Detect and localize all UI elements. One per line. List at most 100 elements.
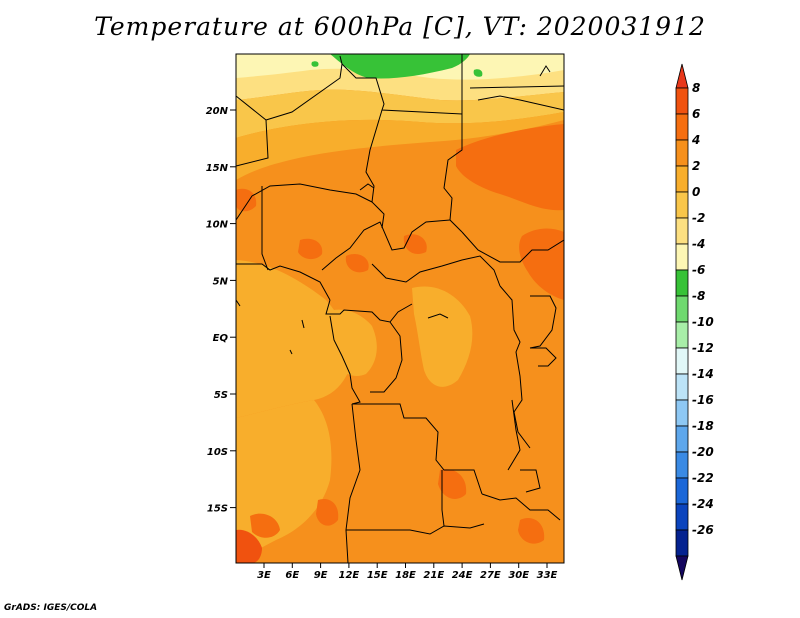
colorbar-segment — [675, 529, 689, 557]
lon-label: 18E — [395, 570, 416, 581]
lon-label: 15E — [367, 570, 388, 581]
field-warm-south — [316, 498, 339, 526]
lon-label: 30E — [508, 570, 529, 581]
colorbar-label: -2 — [692, 211, 705, 225]
border-nigeria-niger — [236, 183, 373, 221]
border-egypt-sudan — [469, 85, 564, 89]
border-car-drc — [371, 255, 501, 287]
lon-label: 9E — [314, 570, 328, 581]
border-angola-namibia — [346, 523, 485, 535]
lake-tanganyika — [507, 399, 521, 471]
field-band-0-2-north — [236, 89, 564, 138]
colorbar-label: -6 — [692, 263, 705, 277]
colorbar-label: -10 — [692, 315, 714, 329]
colorbar-top-triangle — [675, 63, 689, 89]
border-drc-east — [499, 285, 531, 449]
country-borders — [236, 54, 564, 563]
colorbar-segment — [675, 321, 689, 349]
border-congo-drc — [370, 321, 403, 393]
field-warm-blob-2 — [345, 253, 369, 273]
border-algeria-niger — [265, 63, 343, 121]
nile-segment — [539, 65, 551, 77]
colorbar-segment — [675, 399, 689, 427]
lon-label: 24E — [452, 570, 473, 581]
lon-label: 12E — [339, 570, 360, 581]
lake-malawi — [520, 469, 541, 493]
field-cold-spot — [330, 54, 470, 79]
lat-label: 5N — [213, 276, 229, 287]
longitude-ticks: 3E 6E 9E 12E 15E 18E 21E 24E 27E 30E 33E — [257, 563, 558, 581]
lat-label: 10N — [206, 220, 229, 231]
lon-label: 6E — [285, 570, 299, 581]
lat-label: EQ — [213, 333, 229, 344]
temperature-field — [236, 54, 564, 563]
colorbar-segment — [675, 113, 689, 141]
lat-label: 5S — [214, 390, 228, 401]
colorbar-segment — [675, 373, 689, 401]
colorbar-segment — [675, 347, 689, 375]
colorbar-label: -22 — [692, 471, 714, 485]
coastline-gulf-guinea — [236, 263, 331, 301]
colorbar-segment — [675, 295, 689, 323]
colorbar-bottom-triangle — [675, 555, 689, 581]
field-warm-blob-1 — [298, 238, 323, 260]
colorbar-label: -16 — [692, 393, 714, 407]
border-uganda — [529, 295, 557, 349]
latitude-ticks: 20N 15N 10N 5N EQ 5S 10S 15S — [206, 106, 236, 515]
border-angola-zambia — [441, 470, 445, 527]
lat-label: 20N — [206, 106, 229, 117]
colorbar-label: 6 — [692, 107, 700, 121]
colorbar-label: -4 — [692, 237, 705, 251]
colorbar-segment — [675, 191, 689, 219]
colorbar-segment — [675, 217, 689, 245]
lake-victoria — [530, 347, 557, 367]
colorbar-label: -18 — [692, 419, 714, 433]
field-cool-gabon — [324, 309, 377, 376]
field-cool-basin — [412, 286, 473, 387]
lat-label: 10S — [207, 447, 228, 458]
lon-label: 27E — [480, 570, 501, 581]
colorbar-label: 2 — [692, 159, 700, 173]
colorbar-segment — [675, 139, 689, 167]
island-bioko — [301, 319, 305, 329]
border-sudans — [461, 231, 564, 263]
coastline-central — [329, 315, 361, 405]
border-angola-drc — [352, 403, 483, 495]
colorbar-label: 4 — [691, 133, 700, 147]
field-warm-blob-3 — [403, 234, 427, 255]
lon-label: 21E — [423, 570, 444, 581]
colorbar-label: 8 — [692, 81, 700, 95]
field-hot-sw — [236, 529, 262, 563]
lat-label: 15S — [207, 504, 228, 515]
lon-label: 3E — [257, 570, 271, 581]
border-zambia-south — [481, 493, 561, 521]
grads-credit: GrADS: IGES/COLA — [4, 603, 98, 613]
field-warm-east — [519, 228, 564, 300]
colorbar-segment — [675, 477, 689, 505]
island-sao-tome — [289, 349, 293, 355]
field-warm-blob-4 — [236, 188, 257, 212]
lat-label: 15N — [206, 163, 229, 174]
colorbar-segment — [675, 165, 689, 193]
border-gabon-congo — [325, 299, 413, 323]
border-benin — [261, 186, 269, 271]
border-cameroon-car — [321, 219, 451, 271]
coast-fragment — [236, 299, 241, 307]
river-segment — [427, 313, 449, 319]
field-warm-south-2 — [438, 469, 467, 499]
border-niger-libya — [339, 54, 463, 115]
field-cool-west-coast — [236, 260, 352, 418]
field-cold-dot — [311, 61, 319, 67]
field-warm-sw — [250, 513, 280, 538]
border-niger-chad — [365, 109, 385, 229]
colorbar-segment — [675, 425, 689, 453]
colorbar-segment — [675, 87, 689, 115]
colorbar-segment — [675, 243, 689, 271]
colorbar-label: -20 — [692, 445, 714, 459]
lake-chad — [359, 183, 375, 191]
colorbar-label: 0 — [692, 185, 700, 199]
colorbar-label: -14 — [692, 367, 714, 381]
colorbar-label: -24 — [692, 497, 714, 511]
field-band-0-2-transition — [236, 112, 564, 180]
